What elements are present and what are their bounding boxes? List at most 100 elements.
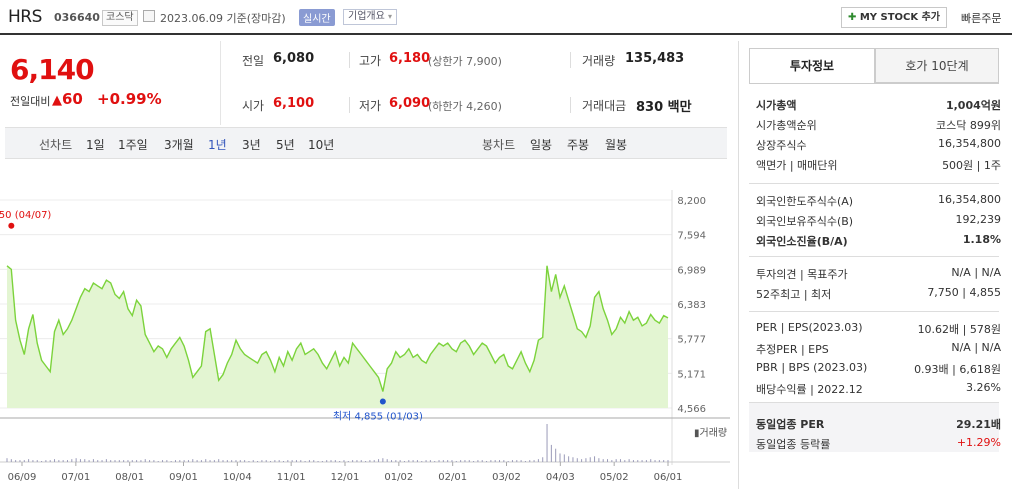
- period-1w[interactable]: 1주일: [118, 138, 148, 152]
- volume-bar: [149, 460, 151, 462]
- volume-bar: [187, 460, 189, 462]
- volume-bar: [486, 461, 488, 462]
- market-cap-group-value: 16,354,800: [938, 137, 1001, 150]
- x-tick-label: 02/01: [438, 472, 467, 483]
- industry-group-label: 동일업종 등락률: [756, 438, 831, 451]
- candle-weekly[interactable]: 주봉: [567, 138, 590, 152]
- volume-bar: [153, 460, 155, 462]
- volume-bar: [118, 460, 120, 462]
- max-label: 최고 7,750 (04/07): [0, 209, 51, 221]
- y-tick-label: 6,989: [677, 265, 706, 276]
- valuation-group-value: 0.93배 | 6,618원: [914, 363, 1001, 376]
- candle-daily[interactable]: 일봉: [530, 138, 553, 152]
- volume-bar: [602, 459, 604, 462]
- realtime-badge[interactable]: 실시간: [299, 9, 335, 26]
- lower-limit: (하한가 4,260): [428, 100, 502, 113]
- volume-bar: [382, 458, 384, 462]
- period-10y[interactable]: 10년: [308, 138, 335, 152]
- volume-bar: [568, 456, 570, 462]
- candle-monthly[interactable]: 월봉: [605, 138, 628, 152]
- volume-bar: [192, 459, 194, 462]
- volume-bar: [166, 460, 168, 462]
- period-1d[interactable]: 1일: [86, 138, 105, 152]
- market-cap-group-label: 시가총액: [756, 99, 797, 112]
- volume-bar: [45, 460, 47, 462]
- volume-bar: [481, 460, 483, 462]
- volume-bar: [473, 461, 475, 462]
- chevron-down-icon: ▾: [388, 12, 393, 21]
- price-line: [6, 265, 669, 392]
- volume-bar: [356, 460, 358, 462]
- volume-bar: [97, 460, 99, 462]
- volume-bar: [511, 460, 513, 462]
- valuation-group-value: 10.62배 | 578원: [917, 323, 1001, 336]
- x-tick-label: 08/01: [115, 472, 144, 483]
- volume-bar: [110, 460, 112, 462]
- volume-bar: [162, 460, 164, 462]
- volume-bar: [650, 459, 652, 462]
- divider: [570, 97, 571, 113]
- volume-bar: [347, 461, 349, 462]
- volume-bar: [438, 460, 440, 462]
- volume-bar: [503, 460, 505, 462]
- volume-bar: [144, 459, 146, 462]
- price-box: [5, 41, 221, 125]
- volume-bar: [442, 460, 444, 462]
- divider: [570, 52, 571, 68]
- volume-bar: [41, 461, 43, 462]
- volume-bar: [23, 460, 25, 462]
- volume-bar: [218, 459, 220, 462]
- volume-bar: [300, 460, 302, 462]
- volume-bar: [213, 460, 215, 462]
- volume-bar: [447, 460, 449, 462]
- price-chart[interactable]: 8,200 7,594 6,989 6,383 5,777 5,171 4,566 06/0…: [0, 160, 730, 489]
- volume-bar: [421, 461, 423, 462]
- my-stock-add-button[interactable]: ✚ MY STOCK 추가: [841, 7, 947, 28]
- volume-bar: [611, 460, 613, 462]
- period-5y[interactable]: 5년: [276, 138, 295, 152]
- volume-bar: [654, 460, 656, 462]
- volume-bar: [598, 458, 600, 462]
- volume-bar: [399, 460, 401, 462]
- x-tick-label: 11/01: [277, 472, 306, 483]
- volume-bar: [667, 460, 669, 462]
- company-overview-button[interactable]: 기업개요 ▾: [343, 9, 398, 25]
- volume-bar: [494, 460, 496, 462]
- market-cap-group-label: 상장주식수: [756, 139, 807, 152]
- volume-bar: [252, 460, 254, 462]
- volume-bar: [408, 460, 410, 462]
- foreign-group-value: 192,239: [955, 213, 1002, 226]
- volume-bar: [546, 424, 548, 462]
- y-tick-label: 5,171: [677, 369, 706, 380]
- volume-bar: [663, 460, 665, 462]
- volume-bar: [369, 460, 371, 462]
- volume-bar: [157, 461, 159, 462]
- tab-hoga-10[interactable]: 호가 10단계: [875, 48, 999, 83]
- period-1y[interactable]: 1년: [208, 138, 227, 152]
- volume-bar: [581, 459, 583, 462]
- volume-bar: [645, 460, 647, 462]
- tab-invest-info[interactable]: 투자정보: [749, 48, 875, 83]
- y-tick-label: 7,594: [677, 231, 706, 242]
- volume-label: 거래량: [582, 54, 616, 68]
- volume-bar: [270, 461, 272, 462]
- volume-bar: [334, 460, 336, 462]
- volume-bar: [200, 460, 202, 462]
- up-arrow-icon: ▲: [52, 93, 62, 108]
- volume-bar: [516, 460, 518, 462]
- volume-bar: [615, 459, 617, 462]
- period-3m[interactable]: 3개월: [164, 138, 194, 152]
- volume-bar: [429, 460, 431, 462]
- period-3y[interactable]: 3년: [242, 138, 261, 152]
- section-divider: [749, 256, 999, 257]
- volume-bar: [464, 460, 466, 462]
- volume-bar: [84, 459, 86, 462]
- x-tick-label: 03/02: [492, 472, 521, 483]
- volume-bar: [594, 456, 596, 462]
- volume-bar: [131, 460, 133, 462]
- volume-bar: [75, 458, 77, 462]
- low-value: 6,090: [389, 96, 431, 111]
- volume-bar: [88, 460, 90, 462]
- volume-bar: [19, 460, 21, 462]
- fast-order-link[interactable]: 빠른주문: [961, 12, 1002, 25]
